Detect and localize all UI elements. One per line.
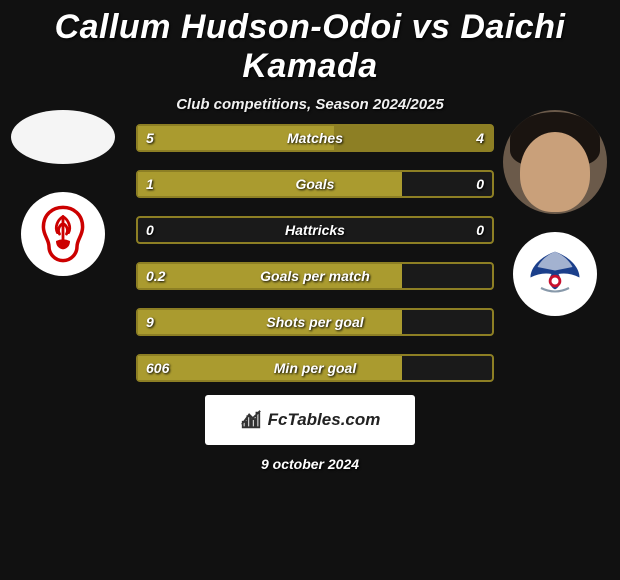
stat-label: Goals per match — [260, 268, 370, 284]
stat-bar-left — [138, 356, 402, 380]
stat-value-left: 9 — [146, 314, 154, 330]
stat-value-left: 0.2 — [146, 268, 165, 284]
stat-label: Matches — [287, 130, 343, 146]
stat-bar-left — [138, 172, 402, 196]
stat-value-right: 0 — [476, 176, 484, 192]
player2-club-badge — [513, 232, 597, 316]
nottingham-forest-icon — [28, 199, 98, 269]
stat-value-right: 0 — [476, 222, 484, 238]
source-attribution: FcTables.com — [205, 395, 415, 445]
player1-column — [8, 110, 118, 276]
source-text: FcTables.com — [268, 410, 381, 430]
stat-label: Shots per goal — [266, 314, 363, 330]
stat-value-right: 4 — [476, 130, 484, 146]
player1-club-badge — [21, 192, 105, 276]
stat-bar-right — [334, 126, 492, 150]
player2-column — [500, 110, 610, 316]
stat-row: 1 Goals 0 — [136, 170, 494, 198]
stat-row: 606 Min per goal — [136, 354, 494, 382]
player2-avatar — [503, 110, 607, 214]
stat-row: 9 Shots per goal — [136, 308, 494, 336]
stat-row: 5 Matches 4 — [136, 124, 494, 152]
comparison-title: Callum Hudson-Odoi vs Daichi Kamada — [0, 0, 620, 86]
stat-row: 0.2 Goals per match — [136, 262, 494, 290]
chart-icon — [240, 409, 262, 431]
player1-avatar — [11, 110, 115, 164]
stat-value-left: 0 — [146, 222, 154, 238]
stat-value-left: 5 — [146, 130, 154, 146]
snapshot-date: 9 october 2024 — [261, 456, 359, 472]
crystal-palace-icon — [520, 239, 590, 309]
stat-label: Min per goal — [274, 360, 356, 376]
stat-value-left: 606 — [146, 360, 169, 376]
stat-row: 0 Hattricks 0 — [136, 216, 494, 244]
stat-value-left: 1 — [146, 176, 154, 192]
stat-label: Hattricks — [285, 222, 345, 238]
stats-bars: 5 Matches 4 1 Goals 0 0 Hattricks 0 0.2 Goals per … — [136, 124, 494, 400]
stat-label: Goals — [296, 176, 335, 192]
